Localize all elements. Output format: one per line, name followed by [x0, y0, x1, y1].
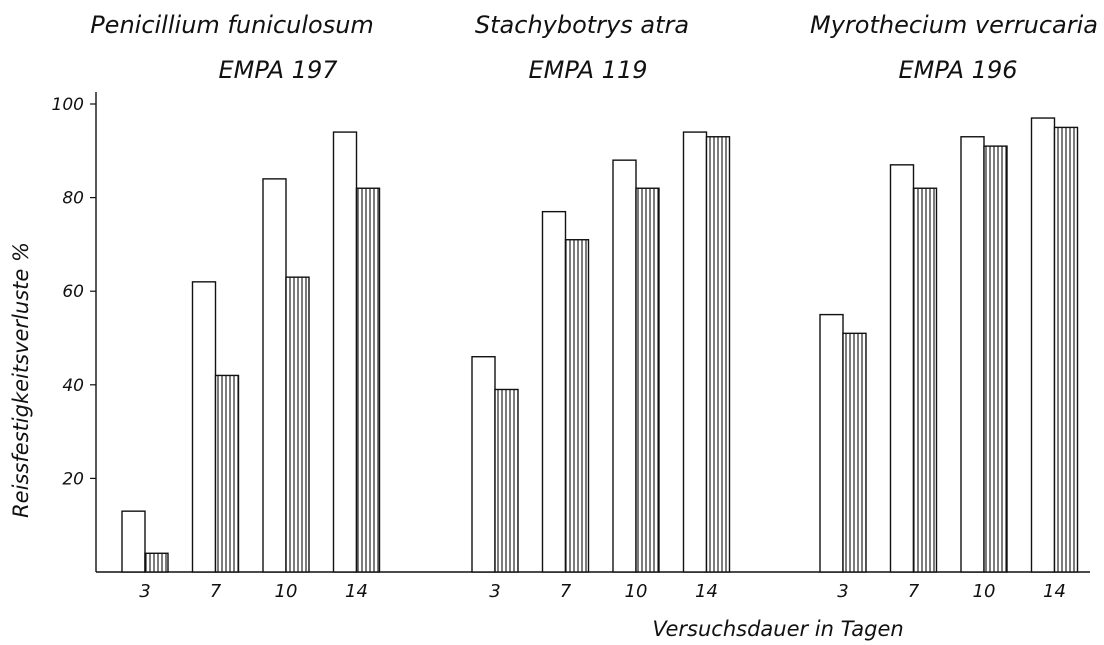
- bar-g1-day10-s2: [285, 276, 310, 573]
- bar-g1-day10-s1: [262, 178, 287, 573]
- bar-g3-day14-s1: [1030, 117, 1056, 573]
- x-tick-label-g2-3: 3: [489, 581, 500, 602]
- y-tick-label-20: 20: [62, 469, 84, 489]
- group-title-1-line1: Penicillium funiculosum: [90, 11, 374, 39]
- x-axis-label: Versuchsdauer in Tagen: [652, 617, 903, 641]
- bar-g3-day10-s2: [983, 145, 1008, 573]
- bar-g3-day7-s2: [912, 187, 938, 573]
- bar-g3-day3-s1: [819, 313, 844, 573]
- bar-g3-day10-s1: [960, 136, 985, 573]
- x-tick-label-g2-10: 10: [625, 581, 648, 602]
- group-title-1-line2: EMPA 197: [218, 56, 338, 84]
- x-tick-label-g3-7: 7: [908, 581, 920, 602]
- bar-g2-day3-s1: [471, 356, 496, 573]
- bar-g2-day14-s1: [682, 131, 708, 573]
- y-tick-label-100: 100: [52, 95, 84, 115]
- bar-g1-day7-s2: [214, 374, 240, 573]
- bar-g3-day14-s2: [1053, 126, 1079, 573]
- group-title-3-line1: Myrothecium verrucaria: [810, 11, 1098, 39]
- group-title-2-line2: EMPA 119: [528, 56, 647, 84]
- x-tick-label-g3-10: 10: [973, 581, 996, 602]
- x-tick-label-g1-14: 14: [345, 581, 368, 602]
- x-tick-label-g1-10: 10: [275, 581, 298, 602]
- y-tick-label-40: 40: [62, 376, 84, 396]
- bar-g3-day7-s1: [889, 164, 915, 573]
- bar-g3-day3-s2: [842, 332, 867, 573]
- bar-g1-day7-s1: [191, 281, 217, 573]
- x-tick-label-g3-3: 3: [837, 581, 848, 602]
- bar-g2-day7-s1: [541, 210, 567, 573]
- bar-g2-day3-s2: [494, 388, 519, 573]
- x-tick-label-g1-7: 7: [210, 581, 222, 602]
- x-tick-label-g2-7: 7: [560, 581, 572, 602]
- x-tick-label-g1-3: 3: [139, 581, 150, 602]
- y-axis-label: Reissfestigkeitsverluste %: [9, 242, 33, 518]
- bar-g2-day7-s2: [564, 239, 590, 573]
- x-tick-label-g3-14: 14: [1043, 581, 1066, 602]
- bar-g2-day14-s2: [705, 136, 731, 573]
- bar-g1-day3-s1: [121, 510, 146, 573]
- group-title-3-line2: EMPA 196: [898, 56, 1017, 84]
- group-title-2-line1: Stachybotrys atra: [475, 11, 689, 39]
- bars-layer: [121, 117, 1079, 573]
- bar-g1-day14-s2: [355, 187, 381, 573]
- bar-g1-day14-s1: [332, 131, 358, 573]
- bar-g1-day3-s2: [144, 552, 169, 573]
- y-tick-label-80: 80: [62, 189, 84, 209]
- y-tick-label-60: 60: [62, 282, 84, 302]
- x-tick-label-g2-14: 14: [695, 581, 718, 602]
- bar-g2-day10-s1: [612, 159, 637, 573]
- bar-g2-day10-s2: [635, 187, 660, 573]
